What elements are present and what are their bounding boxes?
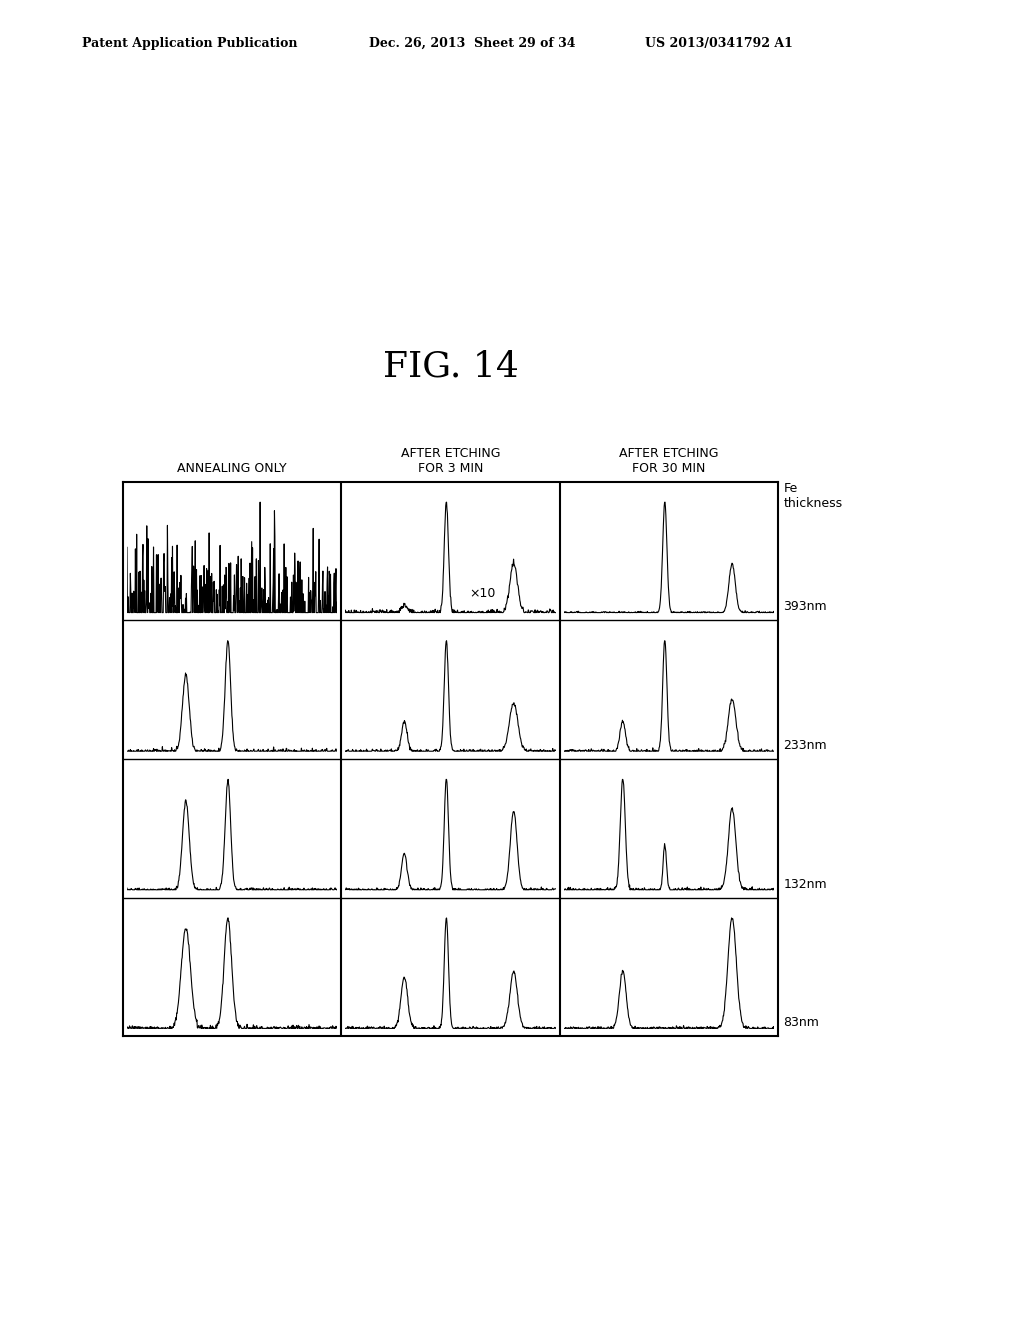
Text: ×10: ×10 — [469, 587, 496, 599]
Text: AFTER ETCHING
FOR 3 MIN: AFTER ETCHING FOR 3 MIN — [400, 447, 501, 475]
Text: AFTER ETCHING
FOR 30 MIN: AFTER ETCHING FOR 30 MIN — [620, 447, 719, 475]
Text: Patent Application Publication: Patent Application Publication — [82, 37, 297, 50]
Text: Fe
thickness: Fe thickness — [783, 482, 843, 510]
Text: ANNEALING ONLY: ANNEALING ONLY — [177, 462, 287, 475]
Text: FIG. 14: FIG. 14 — [383, 350, 518, 384]
Text: 83nm: 83nm — [783, 1016, 819, 1030]
Text: Dec. 26, 2013  Sheet 29 of 34: Dec. 26, 2013 Sheet 29 of 34 — [369, 37, 575, 50]
Text: US 2013/0341792 A1: US 2013/0341792 A1 — [645, 37, 793, 50]
Text: 132nm: 132nm — [783, 878, 827, 891]
Text: 393nm: 393nm — [783, 601, 827, 614]
Text: 233nm: 233nm — [783, 739, 827, 752]
